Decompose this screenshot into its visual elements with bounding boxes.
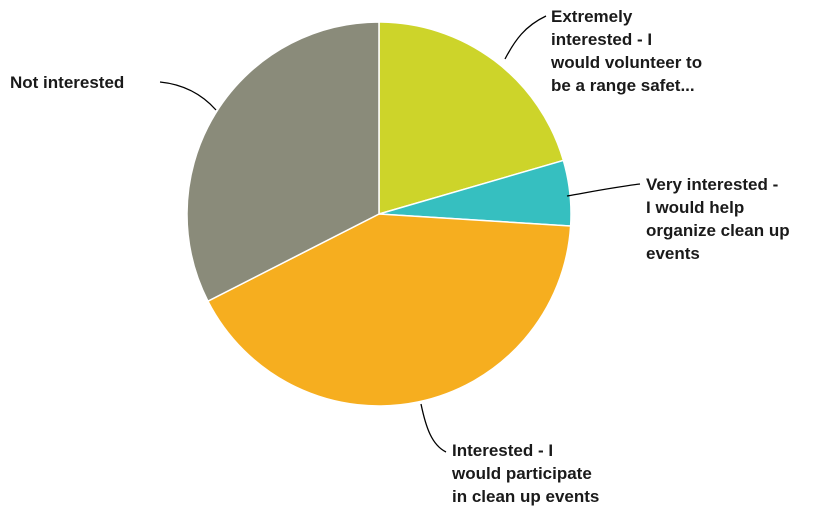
leader-line-3 [420, 403, 447, 453]
slice-label-3: Interested - I would participate in clean … [451, 441, 599, 506]
slice-label-1: Extremely interested - I would volunteer t… [550, 7, 702, 95]
slice-label-line: would volunteer to [550, 53, 702, 72]
slice-label-line: Very interested - [646, 175, 778, 194]
pie-slice-4 [186, 21, 380, 303]
slice-label-line: organize clean up [646, 221, 790, 240]
slice-label-line: in clean up events [452, 487, 599, 506]
slice-label-line: be a range safet... [551, 76, 695, 95]
pie-slice-1 [378, 21, 565, 215]
slice-label-2: Very interested - I would help organize cl… [646, 175, 790, 263]
slice-label-line: Extremely [551, 7, 633, 26]
slice-label-line: Interested - I [452, 441, 553, 460]
slice-label-line: interested - I [551, 30, 652, 49]
pie-slice-3 [206, 213, 572, 407]
slice-label-line: I would help [646, 198, 744, 217]
leader-line-2 [566, 183, 641, 197]
slice-label-line: would participate [451, 464, 592, 483]
slice-label-line: events [646, 244, 700, 263]
leader-line-1 [504, 15, 547, 60]
slice-label-line: Not interested [10, 73, 124, 92]
leader-line-4 [159, 81, 217, 111]
slice-label-4: Not interested [10, 73, 124, 92]
